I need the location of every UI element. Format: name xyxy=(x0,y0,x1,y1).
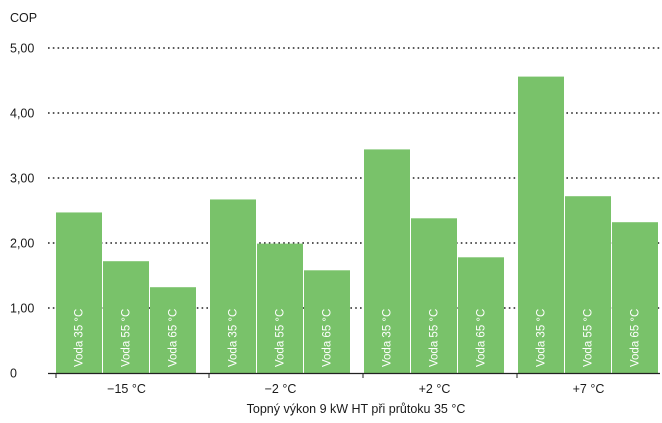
x-axis-ticks: −15 °C −2 °C +2 °C +7 °C xyxy=(55,373,605,396)
bar-series-label: Voda 65 °C xyxy=(168,309,180,367)
bar-series-label: Voda 65 °C xyxy=(322,309,334,367)
bar xyxy=(210,199,256,373)
bar xyxy=(56,212,102,373)
bar-series-label: Voda 35 °C xyxy=(228,309,240,367)
bar-labels: Voda 35 °C Voda 55 °C Voda 65 °C Voda 35 °C… xyxy=(74,309,642,367)
bar-series-label: Voda 55 °C xyxy=(275,309,287,367)
bar-series-label: Voda 65 °C xyxy=(630,309,642,367)
x-tick-label: +2 °C xyxy=(419,382,451,396)
bar xyxy=(458,257,504,373)
y-tick-label: 5,00 xyxy=(10,42,34,56)
bar xyxy=(565,196,611,373)
bar xyxy=(257,243,303,373)
y-axis-ticks: 0 1,00 2,00 3,00 4,00 5,00 xyxy=(10,42,34,381)
bar xyxy=(103,261,149,373)
bar xyxy=(612,222,658,373)
bar-series-label: Voda 35 °C xyxy=(74,309,86,367)
y-tick-label: 3,00 xyxy=(10,172,34,186)
bar xyxy=(304,270,350,373)
bar xyxy=(518,76,564,373)
bar-series-label: Voda 55 °C xyxy=(121,309,133,367)
y-tick-label: 1,00 xyxy=(10,302,34,316)
bar-series-label: Voda 55 °C xyxy=(583,309,595,367)
y-tick-label: 0 xyxy=(10,367,17,381)
bar xyxy=(150,287,196,373)
bar xyxy=(411,218,457,373)
bars xyxy=(56,76,658,373)
bar xyxy=(364,149,410,373)
x-tick-label: −2 °C xyxy=(265,382,297,396)
bar-series-label: Voda 65 °C xyxy=(476,309,488,367)
bar-series-label: Voda 55 °C xyxy=(429,309,441,367)
y-tick-label: 2,00 xyxy=(10,237,34,251)
bar-series-label: Voda 35 °C xyxy=(536,309,548,367)
y-axis-label: COP xyxy=(10,11,37,25)
x-tick-label: +7 °C xyxy=(573,382,605,396)
y-tick-label: 4,00 xyxy=(10,107,34,121)
x-tick-label: −15 °C xyxy=(107,382,146,396)
x-axis-label: Topný výkon 9 kW HT při průtoku 35 °C xyxy=(247,402,466,416)
bar-series-label: Voda 35 °C xyxy=(382,309,394,367)
